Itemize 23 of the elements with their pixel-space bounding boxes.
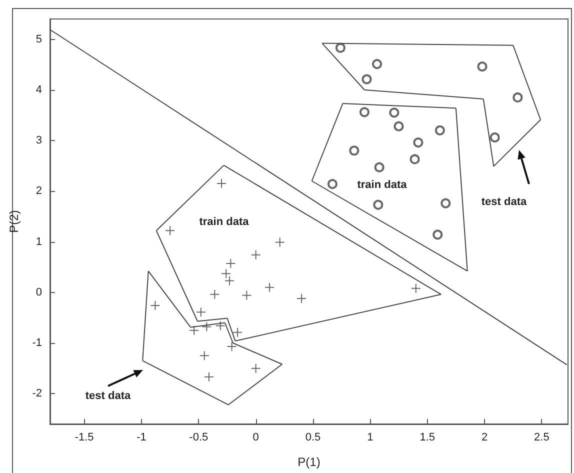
x-tick-label: 1 bbox=[367, 432, 374, 444]
y-tick-label: 1 bbox=[36, 236, 42, 248]
y-tick-label: 3 bbox=[36, 134, 42, 146]
x-axis-title: P(1) bbox=[298, 455, 320, 469]
x-tick-label: 2 bbox=[481, 432, 488, 444]
annotation: test data bbox=[85, 390, 132, 402]
y-tick-label: 5 bbox=[36, 33, 42, 46]
annotation: train data bbox=[199, 216, 250, 228]
x-tick-label: -1.5 bbox=[74, 432, 94, 444]
x-tick-label: -1 bbox=[136, 432, 146, 444]
y-tick-label: 2 bbox=[36, 185, 42, 198]
y-tick-label: 0 bbox=[36, 286, 42, 298]
y-axis-title: P(2) bbox=[7, 210, 21, 233]
x-tick-label: 0.5 bbox=[305, 432, 321, 444]
x-tick-label: -0.5 bbox=[189, 432, 208, 444]
y-tick-label: 4 bbox=[36, 84, 42, 96]
x-tick-label: 0 bbox=[252, 432, 259, 444]
annotation: test data bbox=[481, 196, 528, 208]
x-tick-label: 2.5 bbox=[534, 432, 550, 444]
annotation: train data bbox=[357, 178, 408, 191]
y-tick-label: -2 bbox=[32, 388, 42, 400]
y-tick-label: -1 bbox=[32, 337, 42, 349]
x-tick-label: 1.5 bbox=[420, 432, 435, 444]
